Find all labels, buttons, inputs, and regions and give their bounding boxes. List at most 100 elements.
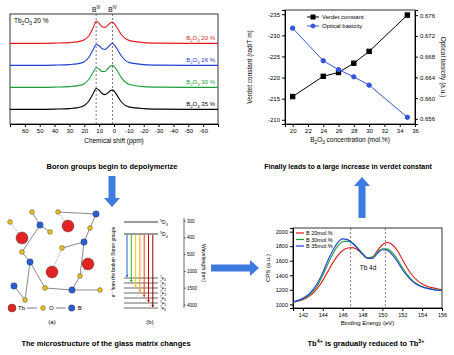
text-run: 4: [166, 235, 168, 239]
axis-line: [416, 11, 419, 125]
chart-nmr: 6050403020100-10-20-30-40-50-60B2O3 20 %…: [10, 5, 219, 145]
atom-o: [43, 286, 48, 291]
tick-label: 152: [398, 312, 407, 318]
bond: [62, 242, 84, 248]
text-run: 1: [164, 283, 166, 287]
tick-label: 1400: [276, 273, 288, 279]
tick-label: -215: [268, 96, 281, 102]
spectrum-line: [293, 239, 442, 302]
tick-mark: [290, 290, 293, 291]
tick-mark: [290, 275, 293, 276]
panel-label: (a): [48, 319, 55, 325]
tick: 40: [52, 124, 59, 134]
tick-mark: [282, 78, 285, 79]
tick-mark: [290, 232, 293, 233]
tick-mark: [40, 124, 41, 127]
reference-line: [385, 228, 386, 308]
tick: 28: [351, 124, 358, 134]
tick-mark: [363, 308, 364, 311]
axis-line: [184, 218, 185, 308]
text-run: IV: [112, 5, 117, 10]
tick-mark: [203, 124, 204, 127]
tick: 10: [96, 124, 103, 134]
text-run: Wavelength (nm): [201, 244, 207, 282]
tick-label: -10: [125, 128, 134, 134]
transition: [135, 235, 136, 286]
tick-label: 156: [438, 312, 447, 318]
legend-bond: [56, 308, 66, 309]
tick: 0.668: [415, 54, 436, 60]
atom-o: [56, 210, 61, 215]
tick: 156: [438, 308, 447, 318]
series-line: [293, 15, 408, 96]
data-point: [290, 26, 294, 30]
tick-label: -30: [155, 128, 164, 134]
text-run: 300: [187, 219, 195, 224]
tick-label: 28: [351, 128, 358, 134]
text-run: 3+: [418, 338, 424, 344]
tick-label: 0.672: [420, 33, 436, 39]
tick-mark: [69, 124, 70, 127]
axis-title: Wavelength (nm): [201, 244, 207, 282]
tick: 30: [67, 124, 74, 134]
tick-label: -225: [268, 54, 281, 60]
data-point: [405, 13, 409, 17]
tick-label: 0.656: [420, 116, 436, 122]
tick-mark: [114, 124, 115, 127]
tick-label: 0.664: [420, 75, 436, 81]
note: e⁻ from the broken Boron groups: [111, 226, 116, 297]
tick-label: 40: [52, 128, 59, 134]
legend-label: O: [49, 305, 54, 311]
legend-marker: [311, 15, 315, 19]
tick: 154: [418, 308, 427, 318]
tick-mark: [415, 77, 418, 78]
plot-frame: [10, 14, 218, 124]
transition: [144, 235, 145, 296]
tick-mark: [99, 124, 100, 127]
legend-swatch: [296, 245, 304, 246]
tick-label: -60: [199, 128, 208, 134]
tick-label: 150: [378, 312, 387, 318]
tick: -50: [184, 124, 193, 134]
tick-mark: [422, 308, 423, 311]
text-run: Tb 4d: [360, 264, 377, 271]
yticks-axis: 100012001400160018002000: [276, 229, 294, 309]
bond: [58, 212, 96, 214]
tick: -60: [199, 124, 208, 134]
yticks-axis: -210-215-220-225-230-235: [268, 11, 286, 125]
tick-mark: [282, 14, 285, 15]
atom-o: [23, 298, 28, 303]
plot-area: [293, 228, 442, 308]
tick: -40: [170, 124, 179, 134]
series-label: B2O3 35 %: [186, 101, 216, 109]
tick: 34: [397, 124, 404, 134]
tick-label: 26: [336, 128, 343, 134]
transition: [152, 235, 153, 306]
tick: -225: [268, 54, 285, 60]
tick-label: 36: [412, 128, 419, 134]
flow-arrow: [104, 176, 120, 207]
atom-o: [8, 220, 13, 225]
atom-tb: [82, 258, 94, 270]
tick-mark: [415, 15, 418, 16]
series-line: [293, 28, 408, 117]
tick-mark: [293, 124, 294, 127]
data-point: [321, 59, 325, 63]
tick-label: -230: [268, 33, 281, 39]
transition-head: [147, 300, 150, 303]
tick-label: -50: [184, 128, 193, 134]
tick-label: 30: [67, 128, 74, 134]
tick: 20: [81, 124, 88, 134]
level-label: 5D4: [160, 231, 168, 239]
tick-mark: [184, 288, 186, 289]
legend-label: B: [78, 305, 82, 311]
legend: Verdet constantOptical basicity: [307, 14, 364, 29]
tick-mark: [343, 308, 344, 311]
text-run: (a): [48, 319, 55, 325]
canvas: 6050403020100-10-20-30-40-50-60B2O3 20 %…: [0, 0, 454, 355]
legend-label: Verdet constant: [322, 14, 364, 20]
tick-label: 10: [96, 128, 103, 134]
data-point: [336, 67, 340, 71]
spectrum-line: [10, 65, 218, 87]
tick-label: 34: [397, 128, 404, 134]
